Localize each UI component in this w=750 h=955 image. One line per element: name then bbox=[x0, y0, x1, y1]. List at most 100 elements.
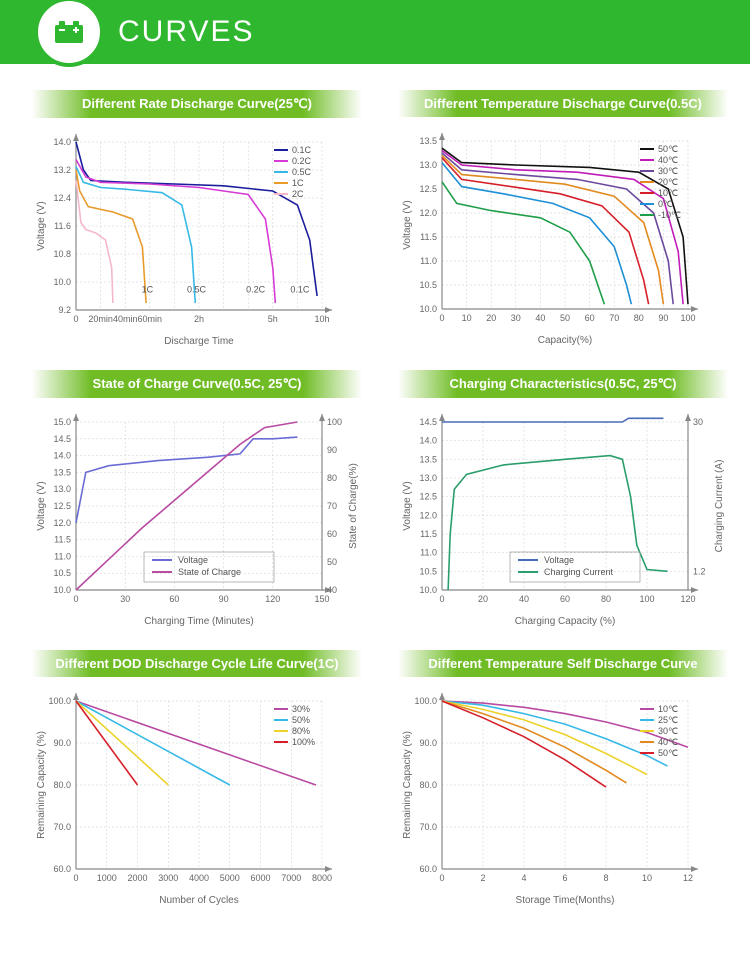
svg-text:40℃: 40℃ bbox=[658, 737, 678, 747]
svg-text:10.5: 10.5 bbox=[419, 280, 437, 290]
svg-text:12.4: 12.4 bbox=[53, 193, 71, 203]
svg-text:0: 0 bbox=[439, 313, 444, 323]
svg-text:100: 100 bbox=[639, 594, 654, 604]
svg-text:50: 50 bbox=[560, 313, 570, 323]
svg-text:0℃: 0℃ bbox=[658, 199, 673, 209]
svg-text:60.0: 60.0 bbox=[53, 864, 71, 874]
svg-text:80: 80 bbox=[327, 473, 337, 483]
chart-temp_discharge: 10.010.511.011.512.012.513.013.501020304… bbox=[398, 131, 728, 349]
chart-dod_cycle: 60.070.080.090.0100.00100020003000400050… bbox=[32, 691, 362, 909]
svg-text:30℃: 30℃ bbox=[658, 726, 678, 736]
svg-text:0: 0 bbox=[73, 594, 78, 604]
svg-text:20℃: 20℃ bbox=[658, 177, 678, 187]
svg-text:Remaining Capacity (%): Remaining Capacity (%) bbox=[36, 731, 47, 839]
svg-text:8: 8 bbox=[603, 873, 608, 883]
svg-text:0.5C: 0.5C bbox=[187, 285, 207, 295]
svg-text:60: 60 bbox=[327, 529, 337, 539]
chart-panel-charging: Charging Characteristics(0.5C, 25℃) 10.0 1… bbox=[398, 370, 728, 630]
chart-panel-soc: State of Charge Curve(0.5C, 25℃)10.010.5… bbox=[32, 370, 362, 630]
chart-rate_discharge: 9.210.010.811.612.413.214.0020min40min60… bbox=[32, 132, 362, 350]
svg-text:0: 0 bbox=[73, 314, 78, 324]
svg-text:60: 60 bbox=[560, 594, 570, 604]
svg-text:Discharge Time: Discharge Time bbox=[164, 336, 234, 347]
svg-text:-10℃: -10℃ bbox=[658, 210, 681, 220]
svg-text:2: 2 bbox=[480, 873, 485, 883]
svg-text:100: 100 bbox=[680, 313, 695, 323]
svg-text:150: 150 bbox=[314, 594, 329, 604]
svg-text:0.1C: 0.1C bbox=[292, 145, 312, 155]
svg-text:70: 70 bbox=[609, 313, 619, 323]
svg-text:90: 90 bbox=[219, 594, 229, 604]
svg-text:Voltage: Voltage bbox=[544, 555, 574, 565]
svg-text:12.5: 12.5 bbox=[419, 492, 437, 502]
svg-text:80: 80 bbox=[634, 313, 644, 323]
svg-text:5000: 5000 bbox=[220, 873, 240, 883]
svg-text:12.0: 12.0 bbox=[53, 518, 71, 528]
svg-text:12: 12 bbox=[683, 873, 693, 883]
svg-text:2C: 2C bbox=[292, 189, 304, 199]
svg-text:30: 30 bbox=[511, 313, 521, 323]
svg-text:30: 30 bbox=[693, 417, 703, 427]
svg-text:13.5: 13.5 bbox=[419, 136, 437, 146]
svg-text:Remaining Capacity (%): Remaining Capacity (%) bbox=[402, 731, 413, 839]
svg-text:80.0: 80.0 bbox=[419, 780, 437, 790]
chart-charging: 10.010.511.011.512.012.513.013.514.014.5… bbox=[398, 412, 728, 630]
svg-text:10: 10 bbox=[462, 313, 472, 323]
svg-text:1000: 1000 bbox=[97, 873, 117, 883]
svg-text:1.2: 1.2 bbox=[693, 566, 706, 576]
svg-text:Charging Current (A): Charging Current (A) bbox=[714, 460, 725, 553]
svg-text:11.0: 11.0 bbox=[54, 551, 71, 561]
svg-text:2000: 2000 bbox=[127, 873, 147, 883]
page-header: CURVES bbox=[0, 0, 750, 64]
svg-text:14.5: 14.5 bbox=[419, 417, 437, 427]
chart-title: State of Charge Curve(0.5C, 25℃) bbox=[32, 370, 362, 398]
svg-text:6000: 6000 bbox=[250, 873, 270, 883]
svg-text:0.2C: 0.2C bbox=[292, 156, 312, 166]
svg-text:80%: 80% bbox=[292, 726, 310, 736]
svg-text:13.0: 13.0 bbox=[53, 484, 71, 494]
svg-text:13.0: 13.0 bbox=[419, 473, 437, 483]
svg-text:0: 0 bbox=[73, 873, 78, 883]
svg-text:70.0: 70.0 bbox=[419, 822, 437, 832]
svg-text:11.5: 11.5 bbox=[420, 232, 437, 242]
svg-text:20: 20 bbox=[486, 313, 496, 323]
chart-panel-self_discharge: Different Temperature Self Discharge Cur… bbox=[398, 650, 728, 909]
svg-text:60min: 60min bbox=[138, 314, 163, 324]
svg-text:120: 120 bbox=[265, 594, 280, 604]
svg-text:Voltage (V): Voltage (V) bbox=[402, 481, 413, 530]
svg-text:100%: 100% bbox=[292, 737, 315, 747]
svg-text:40min: 40min bbox=[113, 314, 138, 324]
svg-text:30: 30 bbox=[120, 594, 130, 604]
chart-title: Charging Characteristics(0.5C, 25℃) bbox=[398, 370, 728, 398]
battery-icon bbox=[34, 0, 104, 67]
svg-text:50: 50 bbox=[327, 557, 337, 567]
svg-text:12.5: 12.5 bbox=[419, 184, 437, 194]
svg-text:8000: 8000 bbox=[312, 873, 332, 883]
svg-text:12.5: 12.5 bbox=[53, 501, 71, 511]
page-title: CURVES bbox=[118, 15, 254, 49]
svg-text:10.0: 10.0 bbox=[419, 585, 437, 595]
svg-text:10.0: 10.0 bbox=[53, 585, 71, 595]
svg-text:7000: 7000 bbox=[281, 873, 301, 883]
svg-text:10.5: 10.5 bbox=[419, 566, 437, 576]
svg-text:Voltage (V): Voltage (V) bbox=[36, 201, 47, 250]
chart-title: Different Rate Discharge Curve(25℃) bbox=[32, 90, 362, 118]
svg-text:Voltage (V): Voltage (V) bbox=[36, 481, 47, 530]
svg-text:14.5: 14.5 bbox=[53, 434, 71, 444]
svg-text:3000: 3000 bbox=[158, 873, 178, 883]
svg-text:50℃: 50℃ bbox=[658, 748, 678, 758]
svg-text:0: 0 bbox=[439, 873, 444, 883]
svg-text:10℃: 10℃ bbox=[658, 704, 678, 714]
svg-text:11.0: 11.0 bbox=[420, 256, 437, 266]
svg-text:5h: 5h bbox=[268, 314, 278, 324]
svg-text:1C: 1C bbox=[292, 178, 304, 188]
svg-text:6: 6 bbox=[562, 873, 567, 883]
svg-text:20min: 20min bbox=[88, 314, 113, 324]
svg-text:4: 4 bbox=[521, 873, 526, 883]
svg-text:25℃: 25℃ bbox=[658, 715, 678, 725]
svg-text:12.0: 12.0 bbox=[419, 510, 437, 520]
svg-text:11.5: 11.5 bbox=[420, 529, 437, 539]
svg-text:100: 100 bbox=[327, 417, 342, 427]
svg-text:10.8: 10.8 bbox=[53, 249, 71, 259]
svg-text:40: 40 bbox=[327, 585, 337, 595]
